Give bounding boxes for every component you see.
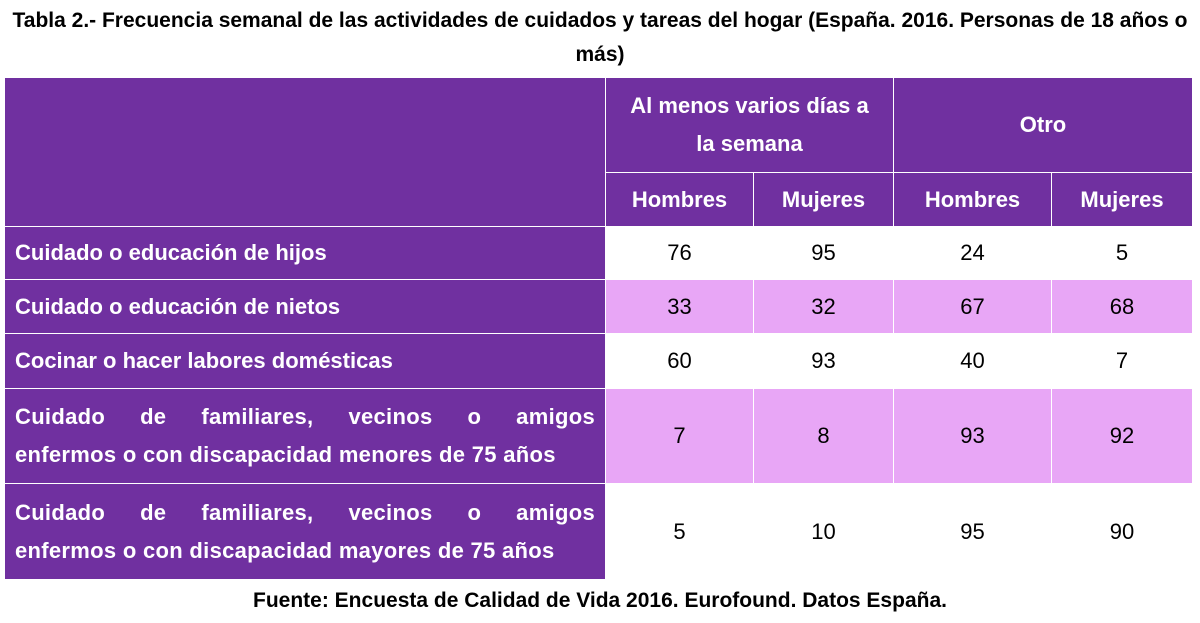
row-label: Cuidado o educación de nietos xyxy=(4,279,606,334)
table-row: Cuidado o educación de hijos 76 95 24 5 xyxy=(4,226,1193,280)
row-label: Cuidado de familiares, vecinos o amigos … xyxy=(4,388,606,484)
source-note: Fuente: Encuesta de Calidad de Vida 2016… xyxy=(253,589,947,612)
row-label: Cuidado de familiares, vecinos o amigos … xyxy=(4,483,606,580)
cell-value: 7 xyxy=(1051,333,1193,389)
header-women-2: Mujeres xyxy=(1051,172,1193,227)
frequency-table: Al menos varios días a la semana Otro Ho… xyxy=(4,77,1193,580)
cell-value: 8 xyxy=(753,388,894,484)
cell-value: 5 xyxy=(605,483,754,580)
header-group-weekly: Al menos varios días a la semana xyxy=(605,77,894,173)
row-label-line1: Cuidado de familiares, vecinos o amigos xyxy=(15,499,595,525)
table-row: Cuidado de familiares, vecinos o amigos … xyxy=(4,483,1193,580)
cell-value: 32 xyxy=(753,279,894,334)
cell-value: 10 xyxy=(753,483,894,580)
cell-value: 93 xyxy=(753,333,894,389)
cell-value: 5 xyxy=(1051,226,1193,280)
cell-value: 92 xyxy=(1051,388,1193,484)
cell-value: 68 xyxy=(1051,279,1193,334)
cell-value: 90 xyxy=(1051,483,1193,580)
cell-value: 76 xyxy=(605,226,754,280)
cell-value: 95 xyxy=(753,226,894,280)
header-empty-cell xyxy=(4,77,606,227)
table-row: Cuidado o educación de nietos 33 32 67 6… xyxy=(4,279,1193,334)
cell-value: 7 xyxy=(605,388,754,484)
table-title: Tabla 2.- Frecuencia semanal de las acti… xyxy=(12,9,1188,66)
cell-value: 67 xyxy=(893,279,1052,334)
row-label: Cocinar o hacer labores domésticas xyxy=(4,333,606,389)
cell-value: 93 xyxy=(893,388,1052,484)
cell-value: 95 xyxy=(893,483,1052,580)
row-label-line1: Cuidado de familiares, vecinos o amigos xyxy=(15,404,595,429)
cell-value: 33 xyxy=(605,279,754,334)
row-label-line2: enfermos o con discapacidad menores de 7… xyxy=(15,442,556,467)
cell-value: 60 xyxy=(605,333,754,389)
cell-value: 40 xyxy=(893,333,1052,389)
header-women-1: Mujeres xyxy=(753,172,894,227)
header-men-2: Hombres xyxy=(893,172,1052,227)
header-group-other: Otro xyxy=(893,77,1193,173)
row-label-line2: enfermos o con discapacidad mayores de 7… xyxy=(15,537,555,563)
row-label: Cuidado o educación de hijos xyxy=(4,226,606,280)
table-row: Cocinar o hacer labores domésticas 60 93… xyxy=(4,333,1193,389)
table-row: Cuidado de familiares, vecinos o amigos … xyxy=(4,388,1193,484)
cell-value: 24 xyxy=(893,226,1052,280)
header-men-1: Hombres xyxy=(605,172,754,227)
